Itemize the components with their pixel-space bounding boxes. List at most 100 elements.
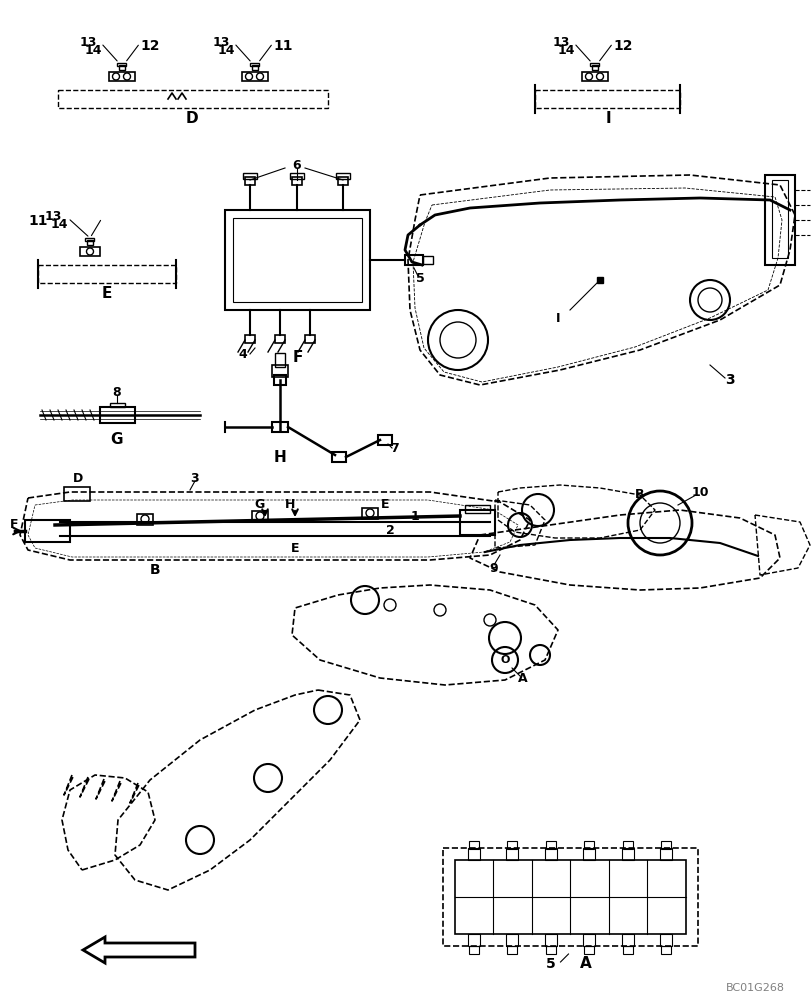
- Bar: [109, 403, 125, 407]
- Bar: [337, 177, 348, 185]
- Text: 8: 8: [113, 386, 121, 399]
- Text: 10: 10: [690, 486, 708, 498]
- Bar: [467, 848, 479, 860]
- Text: 9: 9: [489, 562, 498, 574]
- Bar: [545, 946, 556, 954]
- Text: D: D: [186, 111, 198, 126]
- Bar: [233, 218, 362, 302]
- Text: 11: 11: [28, 214, 48, 228]
- Text: 14: 14: [50, 219, 68, 232]
- Bar: [290, 173, 303, 179]
- Bar: [590, 63, 599, 66]
- Bar: [771, 180, 787, 258]
- Bar: [25, 520, 70, 542]
- Text: F: F: [292, 351, 303, 365]
- Bar: [85, 238, 94, 241]
- Text: 4: 4: [238, 349, 247, 361]
- Bar: [87, 240, 93, 245]
- Text: G: G: [110, 432, 123, 448]
- Bar: [660, 946, 670, 954]
- Bar: [659, 934, 672, 946]
- Bar: [245, 177, 255, 185]
- Bar: [242, 173, 257, 179]
- Bar: [362, 508, 378, 519]
- Text: 14: 14: [84, 44, 102, 57]
- Bar: [275, 353, 285, 367]
- Text: A: A: [579, 956, 590, 971]
- Bar: [245, 335, 255, 343]
- Text: 13: 13: [552, 36, 569, 49]
- Bar: [242, 72, 268, 81]
- Bar: [100, 407, 135, 423]
- Text: 13: 13: [45, 211, 62, 224]
- Bar: [336, 173, 350, 179]
- Bar: [581, 72, 607, 81]
- Bar: [660, 841, 670, 849]
- Text: I: I: [604, 111, 610, 126]
- Bar: [506, 841, 517, 849]
- Text: 13: 13: [79, 36, 97, 49]
- Text: E: E: [101, 286, 112, 300]
- Bar: [505, 934, 517, 946]
- Bar: [272, 365, 288, 377]
- Bar: [80, 247, 100, 256]
- Text: H: H: [273, 450, 286, 466]
- Bar: [305, 335, 315, 343]
- Bar: [405, 255, 423, 265]
- Text: E: E: [290, 542, 299, 554]
- Bar: [378, 435, 392, 445]
- Bar: [137, 514, 152, 525]
- Bar: [251, 65, 258, 70]
- Bar: [465, 505, 489, 513]
- Text: 3: 3: [191, 472, 199, 485]
- Text: O: O: [500, 655, 509, 665]
- Bar: [58, 90, 328, 108]
- Text: 7: 7: [390, 442, 399, 454]
- Bar: [273, 375, 285, 385]
- Text: 3: 3: [724, 373, 734, 387]
- Bar: [622, 841, 633, 849]
- Bar: [118, 63, 127, 66]
- Bar: [467, 934, 479, 946]
- Bar: [460, 510, 495, 535]
- Bar: [250, 63, 260, 66]
- Text: F: F: [10, 518, 18, 532]
- Bar: [64, 487, 90, 501]
- Text: D: D: [73, 472, 83, 485]
- Text: 5: 5: [415, 271, 424, 284]
- Bar: [251, 511, 268, 522]
- Text: I: I: [555, 312, 560, 324]
- Text: 13: 13: [212, 36, 230, 49]
- Bar: [505, 848, 517, 860]
- Bar: [292, 177, 302, 185]
- Bar: [544, 934, 556, 946]
- Bar: [332, 452, 345, 462]
- Text: 14: 14: [557, 44, 574, 57]
- Text: 1: 1: [410, 510, 418, 522]
- Text: E: E: [380, 498, 388, 512]
- Bar: [272, 422, 288, 432]
- Bar: [469, 946, 478, 954]
- Text: BC01G268: BC01G268: [725, 983, 784, 993]
- Bar: [119, 65, 125, 70]
- Bar: [443, 848, 697, 946]
- Bar: [621, 934, 633, 946]
- Bar: [275, 335, 285, 343]
- Bar: [545, 841, 556, 849]
- Bar: [621, 848, 633, 860]
- Bar: [591, 65, 597, 70]
- Bar: [544, 848, 556, 860]
- Bar: [764, 175, 794, 265]
- Text: H: H: [285, 498, 295, 512]
- Text: B: B: [149, 563, 160, 577]
- Text: G: G: [255, 498, 265, 512]
- Text: 12: 12: [139, 39, 159, 53]
- Bar: [534, 90, 679, 108]
- Bar: [506, 946, 517, 954]
- Bar: [583, 841, 594, 849]
- Text: 6: 6: [292, 159, 301, 172]
- Bar: [454, 860, 685, 934]
- Bar: [423, 256, 432, 264]
- Text: 2: 2: [385, 524, 394, 536]
- Bar: [469, 841, 478, 849]
